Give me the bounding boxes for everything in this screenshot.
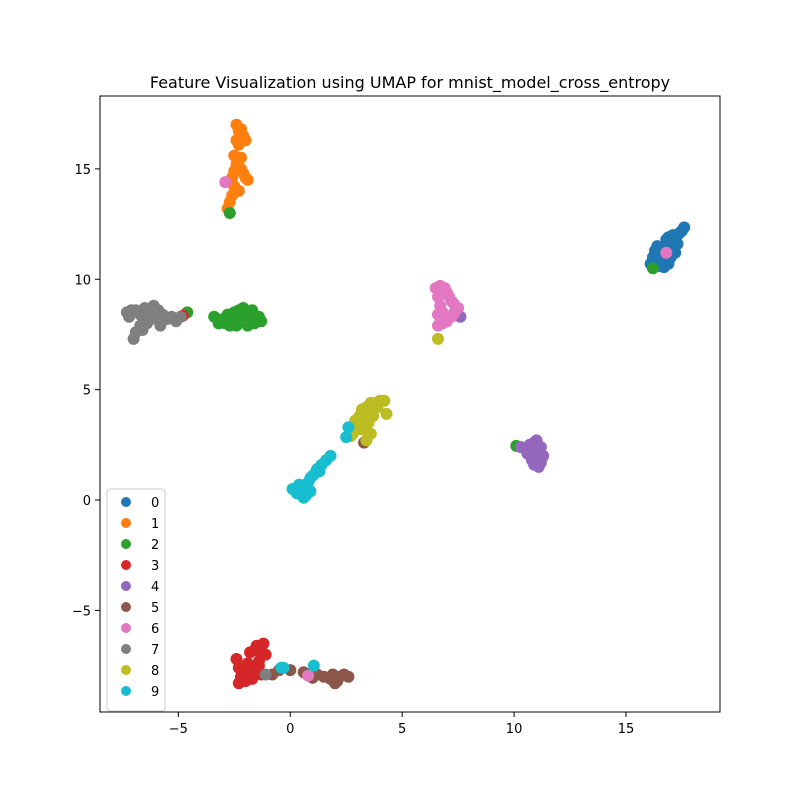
point-class-6-11 [432, 319, 444, 332]
point-class-9-17 [340, 431, 353, 444]
points-layer [120, 118, 691, 690]
point-class-5-8 [342, 670, 355, 683]
point-class-9-20 [307, 659, 320, 672]
point-class-9-12 [324, 449, 337, 462]
point-class-0-22 [662, 231, 675, 244]
legend-label-2: 2 [151, 538, 159, 553]
y-tick-label-0: −5 [72, 604, 91, 619]
point-class-3-16 [232, 677, 245, 690]
legend-marker-8 [121, 665, 131, 675]
point-class-8-19 [355, 403, 368, 416]
legend-label-6: 6 [151, 622, 159, 637]
legend: 0 1 2 3 4 5 6 7 8 9 [106, 488, 166, 712]
legend-marker-1 [121, 518, 131, 528]
legend-label-7: 7 [151, 643, 159, 658]
point-class-3-10 [259, 648, 272, 661]
legend-marker-4 [121, 581, 131, 591]
point-class-9-13 [293, 478, 306, 491]
point-class-8-9 [380, 407, 393, 420]
legend-label-1: 1 [151, 517, 159, 532]
series-7 [120, 299, 272, 681]
legend-label-3: 3 [151, 559, 159, 574]
point-class-6-21 [302, 669, 315, 682]
point-class-2-17 [228, 306, 241, 319]
series-6 [219, 176, 673, 682]
point-class-3-17 [244, 646, 256, 659]
legend-marker-7 [121, 644, 131, 654]
plot-area-frame [99, 95, 721, 713]
point-class-8-20 [432, 332, 444, 345]
point-class-3-14 [246, 672, 259, 685]
point-class-2-19 [223, 207, 236, 219]
point-class-1-16 [235, 151, 247, 164]
point-class-9-16 [313, 465, 326, 478]
legend-marker-6 [121, 623, 131, 633]
point-class-7-15 [127, 332, 140, 345]
point-class-0-19 [651, 251, 664, 264]
point-class-8-13 [360, 434, 373, 447]
point-class-7-20 [123, 310, 136, 323]
y-tick-label-2: 5 [83, 384, 91, 399]
point-class-4-14 [530, 434, 543, 447]
legend-marker-3 [121, 560, 131, 570]
y-tick-label-4: 15 [74, 163, 91, 178]
point-class-8-18 [367, 410, 380, 423]
legend-marker-5 [121, 602, 131, 612]
point-class-6-18 [436, 306, 449, 319]
x-tick-label-0: −5 [169, 722, 188, 737]
point-class-2-18 [219, 317, 232, 330]
series-3 [176, 309, 272, 690]
series-2 [181, 207, 659, 452]
x-tick-label-3: 10 [506, 722, 523, 737]
x-tick-label-2: 5 [398, 722, 406, 737]
point-class-2-16 [246, 304, 259, 317]
legend-label-8: 8 [151, 664, 159, 679]
point-class-4-16 [528, 458, 541, 471]
legend-marker-2 [121, 539, 131, 549]
legend-marker-9 [121, 686, 131, 696]
point-class-9-18 [342, 421, 355, 434]
point-class-9-21 [275, 661, 288, 674]
legend-label-0: 0 [151, 496, 159, 511]
point-class-1-18 [228, 165, 241, 178]
point-class-7-19 [154, 319, 167, 332]
legend-marker-0 [121, 497, 131, 507]
point-class-4-15 [537, 449, 550, 462]
point-class-0-23 [671, 237, 684, 250]
point-class-6-16 [438, 284, 451, 297]
point-class-5-15 [331, 675, 344, 688]
legend-label-9: 9 [151, 685, 159, 700]
point-class-9-15 [299, 489, 312, 502]
point-class-2-11 [255, 315, 268, 328]
y-tick-label-1: 0 [83, 494, 91, 509]
point-class-2-14 [241, 319, 254, 332]
x-tick-label-4: 15 [618, 722, 635, 737]
point-class-7-21 [145, 310, 158, 323]
chart-title: Feature Visualization using UMAP for mni… [150, 73, 670, 93]
point-class-1-20 [235, 123, 247, 136]
point-class-6-17 [452, 302, 465, 314]
point-class-0-20 [658, 261, 670, 274]
point-class-3-12 [241, 657, 254, 670]
point-class-3-13 [237, 666, 250, 679]
point-class-7-12 [174, 310, 187, 323]
legend-label-5: 5 [151, 601, 159, 616]
point-class-7-22 [259, 668, 272, 681]
series-4 [454, 310, 550, 473]
legend-label-4: 4 [151, 580, 159, 595]
point-class-6-19 [219, 176, 232, 189]
x-tick-label-1: 0 [286, 722, 294, 737]
series-9 [275, 421, 355, 674]
point-class-2-15 [237, 302, 250, 314]
point-class-1-17 [230, 134, 243, 147]
point-class-2-20 [646, 262, 659, 275]
point-class-0-15 [678, 221, 691, 234]
point-class-1-19 [239, 171, 252, 184]
point-class-6-20 [660, 246, 673, 259]
point-class-3-9 [257, 637, 270, 650]
y-tick-label-3: 10 [74, 273, 91, 288]
point-class-1-15 [232, 184, 245, 197]
